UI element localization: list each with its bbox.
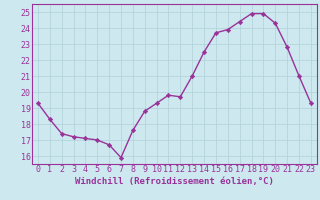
X-axis label: Windchill (Refroidissement éolien,°C): Windchill (Refroidissement éolien,°C) bbox=[75, 177, 274, 186]
